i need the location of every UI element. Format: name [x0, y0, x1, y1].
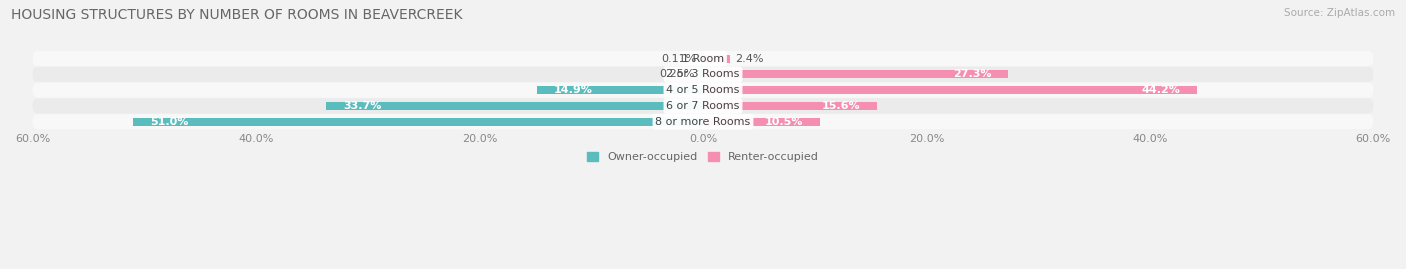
Bar — [537, 86, 703, 94]
Text: Source: ZipAtlas.com: Source: ZipAtlas.com — [1284, 8, 1395, 18]
Text: 6 or 7 Rooms: 6 or 7 Rooms — [666, 101, 740, 111]
FancyBboxPatch shape — [32, 67, 1374, 82]
Bar — [703, 118, 820, 126]
Text: 10.5%: 10.5% — [765, 117, 804, 127]
Text: 14.9%: 14.9% — [554, 85, 592, 95]
Bar — [700, 70, 703, 79]
FancyBboxPatch shape — [32, 83, 1374, 98]
Bar — [326, 102, 703, 110]
FancyBboxPatch shape — [32, 98, 1374, 114]
Bar — [703, 55, 730, 63]
Text: 51.0%: 51.0% — [150, 117, 188, 127]
Legend: Owner-occupied, Renter-occupied: Owner-occupied, Renter-occupied — [582, 148, 824, 167]
FancyBboxPatch shape — [32, 114, 1374, 129]
Text: 0.25%: 0.25% — [659, 69, 695, 79]
Text: 33.7%: 33.7% — [343, 101, 381, 111]
Bar — [703, 86, 1197, 94]
Text: 8 or more Rooms: 8 or more Rooms — [655, 117, 751, 127]
Bar — [703, 102, 877, 110]
Text: 4 or 5 Rooms: 4 or 5 Rooms — [666, 85, 740, 95]
Bar — [134, 118, 703, 126]
Text: 2.4%: 2.4% — [735, 54, 763, 64]
FancyBboxPatch shape — [32, 51, 1374, 66]
Text: 1 Room: 1 Room — [682, 54, 724, 64]
Text: HOUSING STRUCTURES BY NUMBER OF ROOMS IN BEAVERCREEK: HOUSING STRUCTURES BY NUMBER OF ROOMS IN… — [11, 8, 463, 22]
Text: 27.3%: 27.3% — [953, 69, 991, 79]
Text: 2 or 3 Rooms: 2 or 3 Rooms — [666, 69, 740, 79]
Bar — [703, 70, 1008, 79]
Text: 15.6%: 15.6% — [823, 101, 860, 111]
Text: 44.2%: 44.2% — [1142, 85, 1180, 95]
Text: 0.11%: 0.11% — [661, 54, 696, 64]
